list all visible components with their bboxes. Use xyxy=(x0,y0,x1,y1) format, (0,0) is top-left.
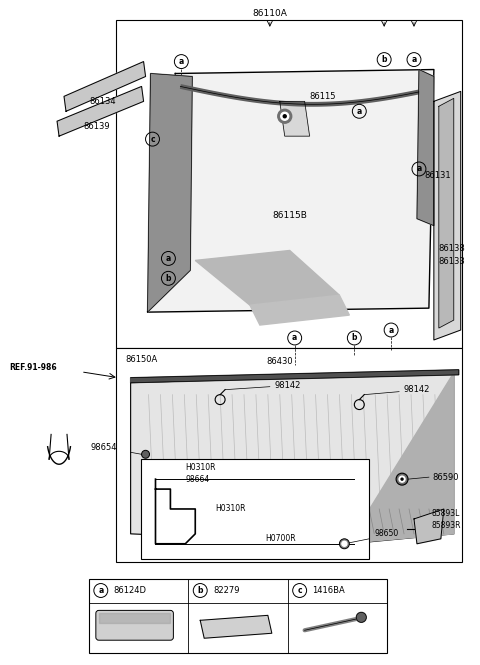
Text: H0700R: H0700R xyxy=(265,534,296,543)
Text: 98654: 98654 xyxy=(91,443,118,452)
Text: c: c xyxy=(297,586,302,595)
Text: 98650: 98650 xyxy=(374,529,398,539)
Text: b: b xyxy=(197,586,203,595)
Polygon shape xyxy=(57,86,144,136)
Text: 85893L: 85893L xyxy=(432,509,460,519)
Polygon shape xyxy=(417,70,434,225)
Text: H0310R: H0310R xyxy=(215,505,246,513)
Circle shape xyxy=(401,478,403,480)
Text: a: a xyxy=(357,107,362,116)
Polygon shape xyxy=(280,101,310,136)
Text: 86115: 86115 xyxy=(310,92,336,101)
Circle shape xyxy=(399,476,405,482)
Text: a: a xyxy=(416,164,421,174)
Text: 86430: 86430 xyxy=(266,357,293,366)
Polygon shape xyxy=(250,295,349,325)
Polygon shape xyxy=(147,70,434,312)
Text: a: a xyxy=(98,586,103,595)
Text: 98142: 98142 xyxy=(275,381,301,390)
Text: b: b xyxy=(382,55,387,64)
Polygon shape xyxy=(439,98,454,328)
Polygon shape xyxy=(200,615,272,638)
Text: a: a xyxy=(292,333,297,342)
Text: 86110A: 86110A xyxy=(252,9,287,19)
Polygon shape xyxy=(64,62,145,111)
Text: c: c xyxy=(150,134,155,144)
Text: 85893R: 85893R xyxy=(432,521,461,531)
Bar xyxy=(141,460,369,559)
Polygon shape xyxy=(414,509,444,544)
Text: a: a xyxy=(179,57,184,66)
Circle shape xyxy=(339,539,349,549)
Text: a: a xyxy=(166,254,171,263)
Text: H0310R: H0310R xyxy=(185,463,216,471)
Polygon shape xyxy=(99,613,170,623)
Text: 98142: 98142 xyxy=(403,385,430,394)
Text: 1416BA: 1416BA xyxy=(312,586,345,595)
Bar xyxy=(116,20,462,348)
Text: 86134: 86134 xyxy=(89,97,116,106)
Circle shape xyxy=(396,473,408,485)
Text: b: b xyxy=(351,333,357,342)
Circle shape xyxy=(281,112,288,120)
Polygon shape xyxy=(147,74,192,312)
Text: 86138: 86138 xyxy=(439,244,466,253)
Text: 86139: 86139 xyxy=(83,122,109,131)
Text: REF.91-986: REF.91-986 xyxy=(9,363,57,372)
Text: a: a xyxy=(411,55,417,64)
Text: b: b xyxy=(166,274,171,283)
Circle shape xyxy=(278,109,292,123)
Text: 98664: 98664 xyxy=(185,475,210,483)
Polygon shape xyxy=(131,373,454,544)
Text: 86124D: 86124D xyxy=(114,586,147,595)
Text: 86590: 86590 xyxy=(432,473,458,481)
Polygon shape xyxy=(434,91,461,340)
Text: 86133: 86133 xyxy=(439,257,466,266)
FancyBboxPatch shape xyxy=(96,610,173,640)
Text: 86115B: 86115B xyxy=(272,211,307,220)
Circle shape xyxy=(342,541,347,546)
Polygon shape xyxy=(349,373,454,542)
Bar xyxy=(116,348,462,562)
Bar xyxy=(89,579,387,653)
Text: 86150A: 86150A xyxy=(126,355,158,364)
Circle shape xyxy=(283,115,286,118)
Polygon shape xyxy=(131,370,459,383)
Circle shape xyxy=(142,450,150,458)
Circle shape xyxy=(356,612,366,622)
Text: 86131: 86131 xyxy=(424,172,451,180)
Text: a: a xyxy=(388,325,394,334)
Polygon shape xyxy=(195,251,339,305)
Text: 82279: 82279 xyxy=(213,586,240,595)
